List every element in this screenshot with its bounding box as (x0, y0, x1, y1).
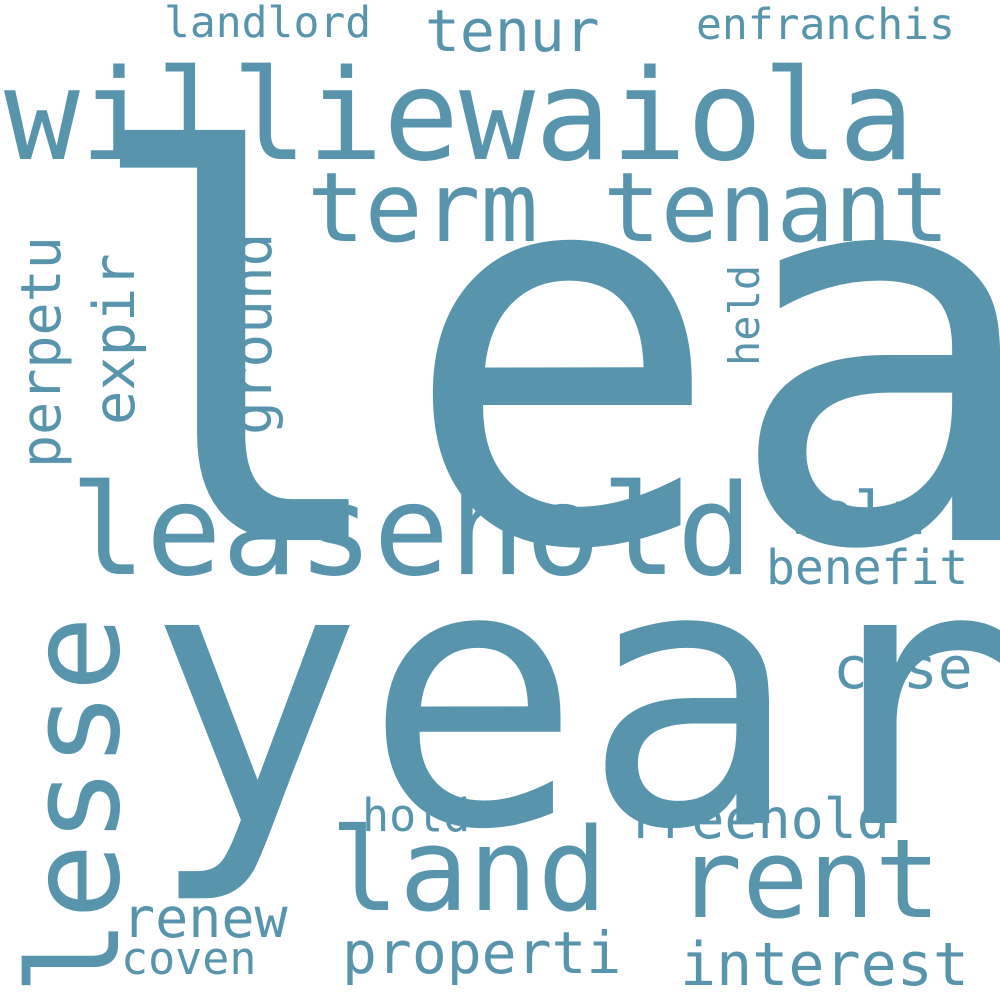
word-year: year (146, 488, 1000, 909)
word-perpetu: perpetu (9, 236, 73, 468)
word-expir: expir (82, 253, 148, 425)
word-leas: leas (78, 43, 1000, 667)
word-renew: renew (122, 886, 288, 950)
word-valu: valu (782, 479, 927, 549)
word-rent: rent (676, 815, 941, 943)
word-hold: hold (362, 789, 471, 842)
word-benefit: benefit (766, 540, 969, 596)
word-lesse: lesse (1, 615, 148, 995)
word-term: term (307, 152, 539, 264)
word-land: land (330, 804, 607, 938)
word-coven: coven (121, 932, 257, 985)
word-held: held (720, 264, 769, 366)
word-ground: ground (220, 232, 285, 435)
word-leasehold: leasehold (70, 457, 753, 604)
word-properti: properti (342, 919, 622, 987)
word-case: case (833, 634, 973, 702)
word-tenur: tenur (425, 0, 600, 65)
word-enfranchis: enfranchis (696, 0, 955, 50)
word-williewaiola: williewaiola (4, 42, 915, 189)
word-interest: interest (680, 930, 969, 1000)
word-freehold: freehold (625, 787, 890, 851)
word-tenant: tenant (603, 152, 950, 264)
word-landlord: landlord (164, 0, 372, 48)
